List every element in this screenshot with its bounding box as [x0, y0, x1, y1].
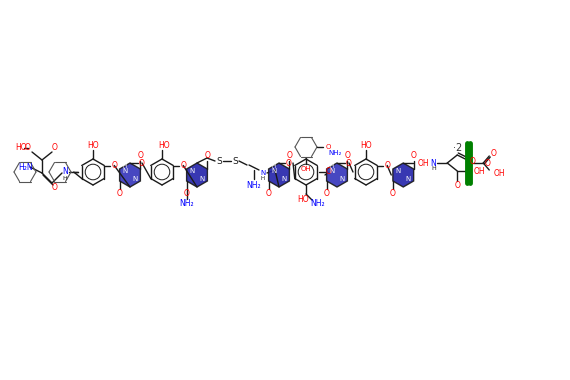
Text: O: O — [384, 161, 390, 170]
Text: O: O — [490, 149, 496, 157]
Text: HO: HO — [87, 141, 99, 149]
Text: O: O — [205, 152, 210, 160]
Text: O: O — [344, 152, 351, 160]
Text: O: O — [25, 144, 31, 152]
Text: OH: OH — [473, 166, 485, 176]
Text: O: O — [286, 158, 292, 168]
Text: NH₂: NH₂ — [247, 180, 261, 190]
Text: N: N — [260, 170, 266, 176]
Text: ·2: ·2 — [453, 143, 462, 153]
Text: O: O — [324, 190, 329, 198]
Polygon shape — [186, 163, 207, 187]
Text: O: O — [326, 168, 332, 176]
Text: N: N — [282, 176, 287, 182]
Polygon shape — [120, 163, 140, 187]
Text: H₂N: H₂N — [18, 163, 32, 171]
Text: O: O — [139, 158, 145, 168]
Text: O: O — [411, 152, 417, 160]
Text: NH₂: NH₂ — [180, 200, 194, 209]
Text: O: O — [390, 190, 396, 198]
Text: H: H — [63, 176, 67, 180]
Text: HO: HO — [297, 195, 309, 204]
Text: S: S — [216, 157, 222, 166]
Text: OH: OH — [301, 166, 311, 172]
Polygon shape — [327, 163, 347, 187]
Text: N: N — [132, 176, 137, 182]
Text: O: O — [484, 158, 490, 168]
Text: OH: OH — [417, 158, 429, 168]
Text: O: O — [454, 182, 460, 190]
Text: O: O — [137, 152, 143, 160]
Polygon shape — [393, 163, 414, 187]
Text: HO: HO — [360, 141, 372, 149]
Text: HO: HO — [158, 141, 170, 149]
Text: N: N — [329, 168, 335, 174]
Text: N: N — [189, 168, 194, 174]
Text: O: O — [52, 144, 58, 152]
Polygon shape — [268, 163, 290, 187]
Text: NH₂: NH₂ — [328, 150, 341, 156]
Text: O: O — [469, 157, 475, 166]
Text: H: H — [123, 163, 127, 168]
Text: N: N — [271, 168, 276, 174]
Text: S: S — [232, 157, 238, 166]
Text: O: O — [325, 144, 331, 150]
Text: H: H — [272, 163, 276, 168]
Text: O: O — [287, 152, 292, 160]
Text: O: O — [117, 190, 123, 198]
Text: N: N — [430, 158, 436, 168]
Text: NH₂: NH₂ — [311, 198, 325, 207]
Text: N: N — [123, 168, 128, 174]
Text: N: N — [339, 176, 345, 182]
Text: N: N — [62, 168, 68, 176]
Text: O: O — [346, 158, 352, 168]
Text: HO: HO — [15, 144, 27, 152]
Text: H: H — [330, 163, 334, 168]
Text: H: H — [431, 166, 435, 171]
Text: O: O — [184, 190, 190, 198]
Text: O: O — [52, 182, 58, 192]
Text: H: H — [261, 176, 265, 180]
Text: OH: OH — [493, 168, 505, 177]
Text: O: O — [266, 190, 271, 198]
Text: O: O — [111, 161, 117, 170]
Text: N: N — [406, 176, 411, 182]
Text: O: O — [180, 161, 186, 170]
Text: N: N — [200, 176, 205, 182]
Text: N: N — [396, 168, 401, 174]
